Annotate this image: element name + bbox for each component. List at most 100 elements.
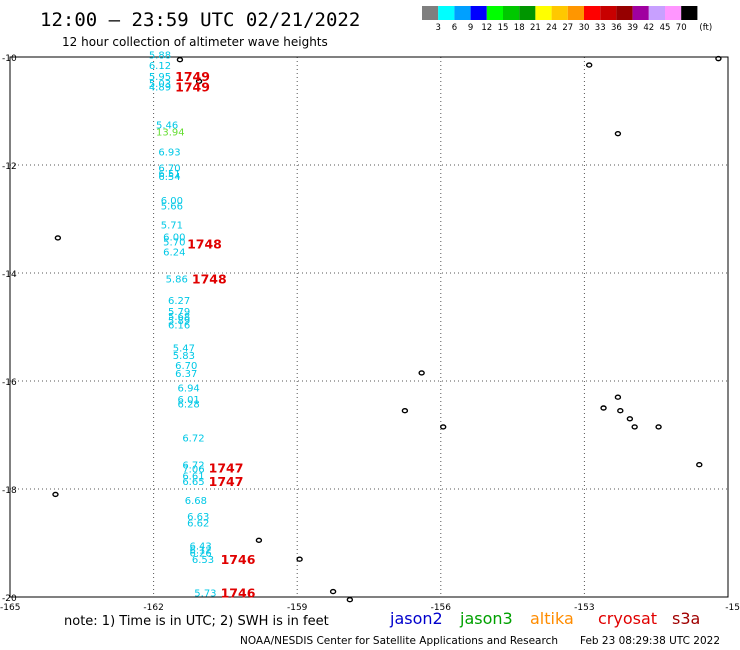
page-subtitle: 12 hour collection of altimeter wave hei… [62,35,328,49]
satellite-legend-item: s3a [672,609,700,628]
colorbar-swatch [665,6,682,20]
colorbar-swatch [600,6,617,20]
pass-time-label: 1749 [175,69,210,84]
island-outline [439,424,447,430]
wave-height-label: 5.47 [173,344,195,355]
colorbar-tick-label: 21 [530,23,541,33]
lon-tick-label: -15 [725,603,740,613]
legend-note: note: 1) Time is in UTC; 2) SWH is in fe… [64,614,329,629]
wave-height-label: 5.86 [166,274,188,285]
wave-height-label: 6.16 [168,320,190,331]
colorbar-swatch [584,6,601,20]
wave-height-label: 6.65 [182,477,204,488]
lat-tick-label: -18 [2,486,17,496]
wave-height-label: 6.00 [161,196,183,207]
colorbar-tick-label: 30 [579,23,590,33]
colorbar-swatch [486,6,503,20]
wave-height-label: 5.73 [194,589,216,600]
wave-height-label: 5.46 [156,121,178,132]
island-outline [296,556,303,562]
wave-height-label: 5.88 [149,50,171,61]
wave-height-label: 6.93 [158,148,180,159]
colorbar-swatch [681,6,698,20]
wave-height-label: 6.12 [149,61,171,72]
wave-height-label: 6.43 [190,542,212,553]
wave-height-label: 6.53 [192,555,214,566]
colorbar-tick-label: 15 [498,23,509,33]
wave-height-label: 6.63 [187,512,209,523]
island-outline [715,55,722,62]
island-outline [626,416,634,422]
satellite-legend-item: jason3 [459,609,513,628]
colorbar-swatch [648,6,665,20]
colorbar-swatch [470,6,487,20]
satellite-legend-item: altika [530,609,574,628]
island-outline [195,78,203,84]
colorbar-legend: 3 6 9 12 15 18 21 24 27 30 33 36 39 42 45 70 (ft) [422,6,712,33]
wave-height-label: 5.79 [168,307,190,318]
satellite-legend: jason2 jason3 altika cryosat s3a [389,609,700,628]
pass-time-label: 1748 [187,236,222,251]
island-outline [401,408,409,414]
colorbar-tick-label: 9 [468,23,473,33]
colorbar-tick-label: 27 [562,23,573,33]
wave-height-label: 6.27 [168,296,190,307]
lon-tick-label: -156 [431,603,452,613]
wave-height-label: 5.89 [168,316,190,327]
satellite-legend-item: jason2 [389,609,443,628]
colorbar-swatch [503,6,520,20]
colorbar-swatch [519,6,536,20]
island-outline [52,491,59,498]
wave-height-label: 5.66 [161,202,183,213]
island-outline [600,405,607,411]
wave-height-label: 5.03 [149,79,171,90]
wave-height-label: 6.62 [187,518,209,529]
island-outline [617,408,624,414]
wave-height-label: 6.94 [178,383,200,394]
wave-height-label: 6.37 [175,369,197,380]
wave-height-label: 5.70 [163,238,185,249]
page-title: 12:00 – 23:59 UTC 02/21/2022 [40,9,360,31]
pass-time-label: 1748 [192,271,227,286]
wave-height-label: 5.83 [173,351,195,362]
island-outline [585,62,593,68]
wave-height-label: 4.89 [149,83,171,94]
wave-height-label: 6.70 [158,164,180,175]
wave-height-label: 6.54 [158,172,180,183]
colorbar-swatch [454,6,471,20]
colorbar-swatch [551,6,568,20]
colorbar-tick-label: 45 [660,23,671,33]
lat-tick-label: -10 [2,54,17,64]
colorbar-unit: (ft) [699,23,712,33]
footer-timestamp: Feb 23 08:29:38 UTC 2022 [580,635,720,647]
colorbar-tick-label: 36 [611,23,622,33]
pass-time-label: 1747 [209,474,244,489]
colorbar-tick-label: 12 [481,23,492,33]
island-outline [614,394,622,400]
pass-time-label: 1749 [175,80,210,95]
island-outline [696,462,703,468]
colorbar-swatch [422,6,439,20]
wave-height-label: 13.94 [156,128,185,139]
wave-height-label: 6.70 [175,361,197,372]
satellite-legend-item: cryosat [598,609,657,628]
pass-time-label: 1746 [221,552,256,567]
colorbar-swatch [438,6,455,20]
colorbar-tick-label: 6 [452,23,457,33]
island-outline [655,424,662,430]
wave-height-label: 5.71 [161,220,183,231]
colorbar-swatch [567,6,584,20]
island-outline [176,57,184,63]
pass-time-label: 1746 [221,586,256,601]
island-outline [631,424,638,430]
lat-axis: -10 -12 -14 -16 -18 -20 [2,54,17,604]
wave-height-label: 6.12 [190,545,212,556]
wave-height-label: 6.51 [158,169,180,180]
island-outline [54,235,62,241]
lat-tick-label: -16 [2,378,17,388]
wave-height-label: 6.72 [182,461,204,472]
island-outline [418,370,425,376]
wave-height-observations: 5.886.125.955.034.895.4613.946.936.706.5… [149,50,217,599]
